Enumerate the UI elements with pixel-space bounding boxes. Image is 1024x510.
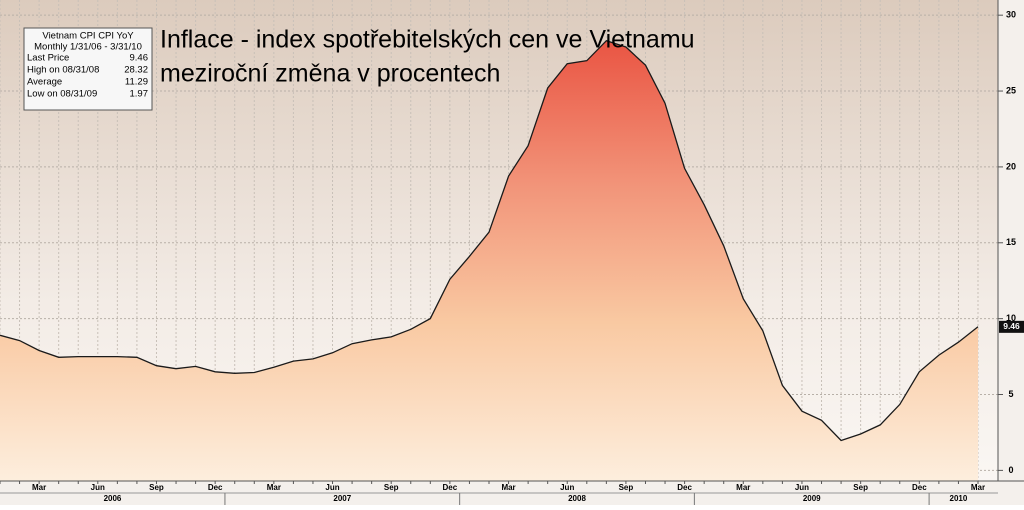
line (0, 39, 979, 442)
x-tick-label: Mar (736, 483, 750, 492)
y-tick-label: 15 (1006, 237, 1016, 247)
x-tick-label: Dec (443, 483, 458, 492)
info-value: 11.29 (125, 77, 148, 88)
year-label: 2010 (950, 494, 968, 503)
y-tick-label: 10 (1006, 313, 1016, 323)
x-tick-label: Jun (91, 483, 105, 492)
info-label: Low on 08/31/09 (27, 89, 97, 100)
x-tick-label: Dec (912, 483, 927, 492)
chart-subtitle: meziroční změna v procentech (160, 60, 500, 88)
y-tick-label: 20 (1006, 161, 1016, 171)
x-tick-label: Dec (677, 483, 692, 492)
last-value-tag (999, 320, 1024, 333)
year-label: 2009 (803, 494, 821, 503)
info-value: 1.97 (130, 89, 149, 100)
x-tick-label: Mar (32, 483, 46, 492)
year-label: 2008 (568, 494, 586, 503)
x-tick-label: Sep (384, 483, 399, 492)
info-label: High on 08/31/08 (27, 65, 99, 76)
info-value: 9.46 (130, 53, 149, 64)
year-label: 2006 (104, 494, 122, 503)
x-tick-label: Sep (149, 483, 164, 492)
y-tick-label: 30 (1006, 10, 1016, 20)
x-tick-label: Jun (560, 483, 574, 492)
x-tick-label: Mar (501, 483, 515, 492)
info-box-frame (23, 27, 153, 111)
year-label: 2007 (333, 494, 351, 503)
y-tick-label: 25 (1006, 85, 1016, 95)
y-tick-label: 0 (1008, 465, 1013, 475)
x-tick-label: Mar (267, 483, 281, 492)
info-title: Vietnam CPI CPI YoY (42, 31, 134, 42)
info-box: Vietnam CPI CPI YoY Monthly 1/31/06 - 3/… (23, 27, 153, 111)
x-tick-label: Mar (971, 483, 985, 492)
info-value: 28.32 (124, 65, 148, 76)
x-tick-label: Sep (619, 483, 634, 492)
x-tick-label: Jun (795, 483, 809, 492)
last-value-label: 9.46 (1003, 321, 1020, 331)
chart-title: Inflace - index spotřebitelských cen ve … (160, 26, 695, 54)
x-tick-label: Jun (325, 483, 339, 492)
x-tick-label: Sep (853, 483, 868, 492)
area (0, 40, 978, 481)
info-label: Average (27, 77, 62, 88)
y-tick-label: 5 (1008, 389, 1013, 399)
info-period: Monthly 1/31/06 - 3/31/10 (34, 42, 142, 53)
x-tick-label: Dec (208, 483, 223, 492)
y-axis-panel (998, 0, 1024, 481)
info-label: Last Price (27, 53, 69, 64)
